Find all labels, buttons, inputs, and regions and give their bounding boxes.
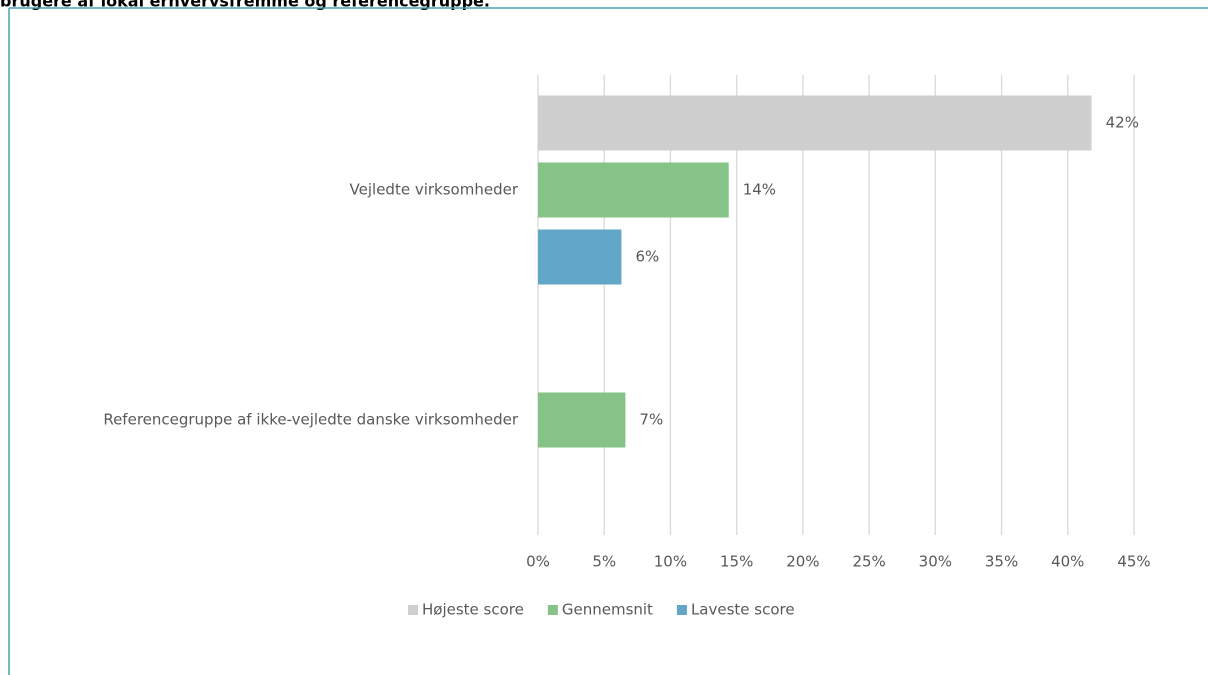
legend-label: Gennemsnit (562, 601, 653, 619)
x-tick-label: 45% (1117, 553, 1150, 571)
legend-swatch (547, 605, 558, 615)
bar (538, 162, 729, 218)
x-tick-label: 5% (592, 553, 616, 571)
bar (538, 229, 622, 285)
x-tick-label: 20% (786, 553, 819, 571)
data-label: 42% (1106, 114, 1139, 132)
x-tick-label: 40% (1051, 553, 1084, 571)
legend-swatch (408, 605, 418, 615)
bar (538, 392, 626, 448)
x-tick-label: 30% (919, 553, 952, 571)
legend-swatch (676, 605, 687, 615)
data-label: 6% (635, 248, 659, 266)
x-tick-label: 15% (720, 553, 753, 571)
y-tick-label: Vejledte virksomheder (350, 181, 519, 199)
chart-title: brugere af lokal erhvervsfremme og refer… (0, 0, 490, 11)
data-label: 7% (639, 411, 663, 429)
x-tick-label: 35% (985, 553, 1018, 571)
legend-label: Laveste score (691, 601, 795, 619)
legend-label: Højeste score (422, 601, 524, 619)
x-tick-label: 0% (526, 553, 550, 571)
y-tick-label: Referencegruppe af ikke-vejledte danske … (103, 411, 518, 429)
data-label: 14% (743, 181, 776, 199)
x-tick-label: 10% (654, 553, 687, 571)
x-tick-label: 25% (852, 553, 885, 571)
bar (538, 95, 1092, 151)
